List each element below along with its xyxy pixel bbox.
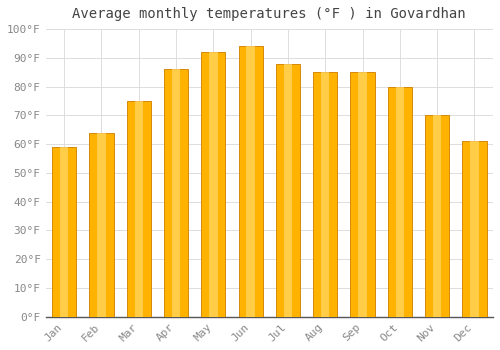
Bar bbox=[462, 141, 486, 317]
Bar bbox=[388, 86, 412, 317]
Bar bbox=[98, 133, 106, 317]
Bar bbox=[60, 147, 68, 317]
Bar bbox=[238, 46, 263, 317]
Bar bbox=[350, 72, 374, 317]
Bar bbox=[321, 72, 330, 317]
Bar bbox=[470, 141, 478, 317]
Bar bbox=[284, 64, 292, 317]
Bar bbox=[209, 52, 218, 317]
Bar bbox=[172, 69, 180, 317]
Bar bbox=[90, 133, 114, 317]
Bar bbox=[358, 72, 367, 317]
Bar bbox=[52, 147, 76, 317]
Bar bbox=[313, 72, 338, 317]
Bar bbox=[276, 64, 300, 317]
Bar bbox=[246, 46, 255, 317]
Bar bbox=[425, 116, 449, 317]
Bar bbox=[134, 101, 143, 317]
Bar bbox=[164, 69, 188, 317]
Bar bbox=[433, 116, 442, 317]
Title: Average monthly temperatures (°F ) in Govardhan: Average monthly temperatures (°F ) in Go… bbox=[72, 7, 466, 21]
Bar bbox=[396, 86, 404, 317]
Bar bbox=[126, 101, 151, 317]
Bar bbox=[201, 52, 226, 317]
